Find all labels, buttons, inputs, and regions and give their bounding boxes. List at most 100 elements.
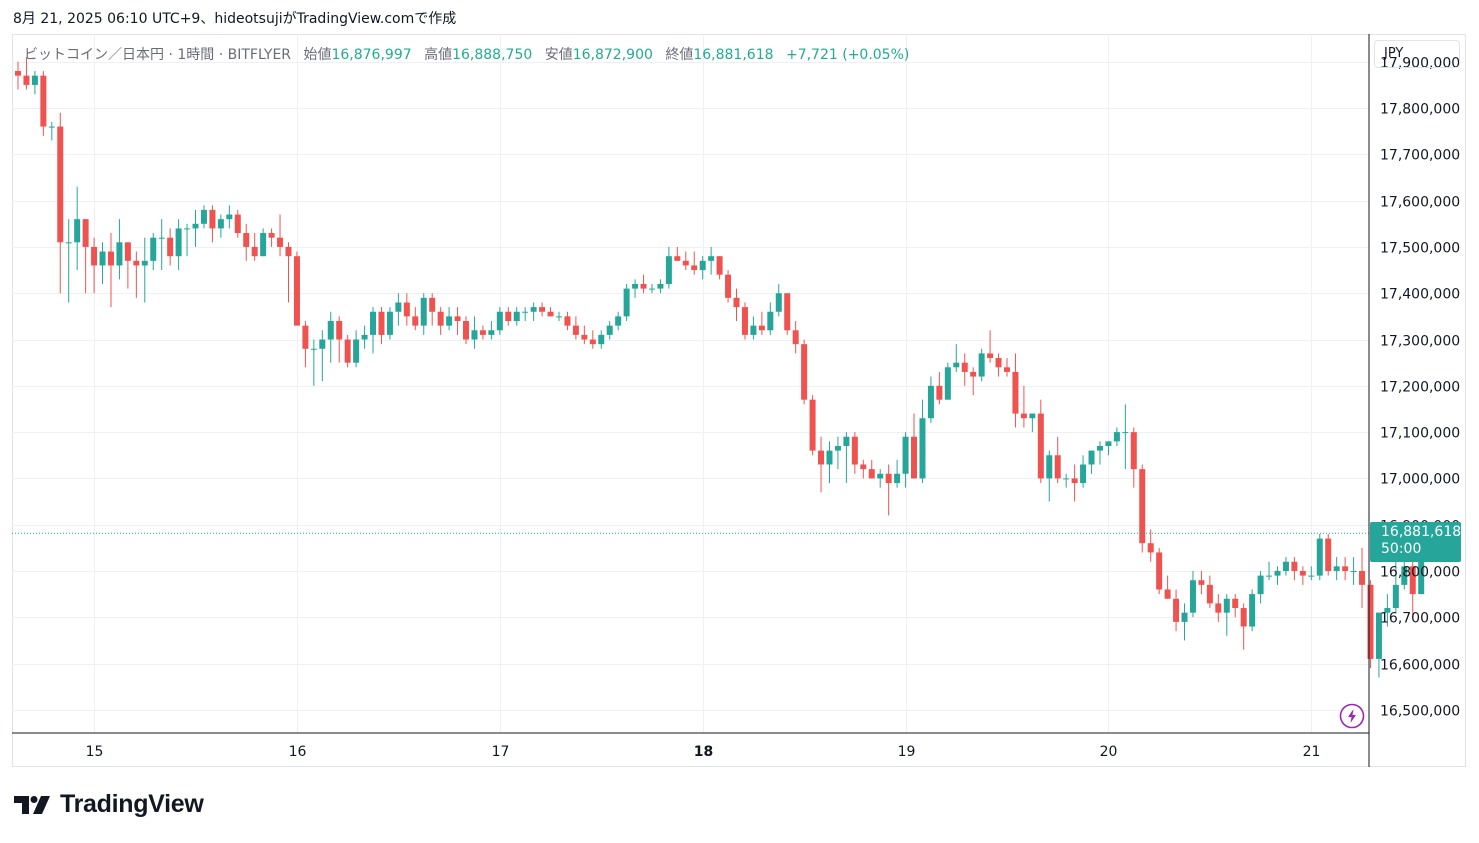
candle-up [1282, 557, 1289, 576]
candle-down [564, 311, 571, 331]
currency-button[interactable]: JPY [1374, 40, 1460, 68]
candle-body [251, 246, 258, 257]
candle-body [1198, 580, 1205, 585]
candle-body [1316, 538, 1323, 576]
candle-body [1181, 612, 1188, 622]
price-tick-label: 17,000,000 [1380, 472, 1460, 488]
candle-down [1325, 533, 1332, 576]
candle-body [479, 330, 486, 335]
candle-down [1367, 580, 1374, 669]
candle-body [1342, 566, 1349, 571]
candle-body [488, 330, 495, 335]
candle-up [606, 321, 613, 340]
candle-down [1198, 570, 1205, 595]
candle-up [74, 186, 81, 271]
candle-down [344, 334, 351, 368]
candle-body [15, 71, 21, 76]
candle-body [1054, 455, 1061, 479]
time-axis-labels[interactable]: 15 16 17 18 19 20 21 [86, 744, 1321, 760]
price-axis-labels[interactable]: 16,500,000 16,600,000 16,700,000 16,800,000… [1380, 56, 1460, 720]
candle-down [1071, 464, 1078, 502]
candle-down [234, 209, 241, 238]
lightning-icon[interactable] [1339, 703, 1365, 729]
candle-down [885, 464, 892, 516]
tradingview-logo[interactable]: TradingView [14, 790, 204, 819]
candle-down [429, 293, 436, 326]
candle-body [1350, 570, 1357, 572]
candle-body [970, 371, 977, 377]
candle-down [124, 242, 131, 289]
candle-body [74, 219, 81, 243]
candle-body [293, 256, 300, 326]
candle-up [99, 242, 106, 284]
candle-up [1274, 566, 1281, 585]
candle-body [1156, 552, 1163, 590]
candle-body [1299, 570, 1306, 576]
time-tick-label: 16 [289, 744, 307, 760]
candle-body [395, 302, 402, 312]
candle-up [1088, 450, 1095, 474]
candle-down [741, 302, 748, 340]
candle-down [40, 71, 47, 136]
candle-body [209, 209, 216, 229]
candle-up [370, 307, 377, 354]
candle-up [623, 283, 630, 322]
legend-open-value: 16,876,997 [331, 47, 412, 63]
candle-down [784, 293, 791, 335]
candle-up [1080, 455, 1087, 488]
candle-body [1333, 566, 1340, 571]
candle-body [1291, 561, 1298, 571]
candle-down [547, 307, 554, 317]
candle-down [82, 219, 89, 294]
time-tick-label: 19 [898, 744, 916, 760]
candle-down [640, 274, 647, 294]
legend-high-value: 16,888,750 [452, 47, 533, 63]
candle-body [1122, 432, 1129, 434]
candle-up [1122, 404, 1129, 470]
candle-down [674, 246, 681, 261]
candle-body [691, 265, 698, 271]
candle-up [217, 214, 224, 238]
candle-up [488, 321, 495, 340]
price-tick-label: 16,600,000 [1380, 658, 1460, 674]
candle-down [716, 256, 723, 280]
candle-body [530, 307, 537, 312]
candle-down [987, 330, 994, 363]
candle-down [860, 459, 867, 479]
candle-down [572, 316, 579, 340]
candle-body [1266, 575, 1273, 577]
candle-body [640, 283, 647, 289]
price-tick-label: 16,500,000 [1380, 704, 1460, 720]
candle-up [386, 307, 393, 340]
candle-body [268, 233, 275, 238]
candle-body [1401, 566, 1408, 585]
candlestick-chart[interactable]: 16,500,000 16,600,000 16,700,000 16,800,000… [12, 34, 1466, 767]
candle-body [877, 473, 884, 479]
chart-frame [12, 34, 1466, 767]
candle-down [1359, 547, 1366, 609]
candle-up [843, 432, 850, 484]
candle-body [302, 325, 309, 349]
candle-body [370, 311, 377, 335]
candle-down [403, 293, 410, 326]
candle-up [598, 330, 605, 349]
candle-body [463, 321, 470, 340]
candle-up [978, 348, 985, 382]
price-tick-label: 17,600,000 [1380, 195, 1460, 211]
candle-up [826, 441, 833, 484]
candle-up [530, 302, 537, 322]
candle-body [48, 126, 55, 128]
candle-body [1113, 432, 1120, 442]
candle-up [1308, 566, 1315, 581]
candle-body [1029, 413, 1036, 419]
bar-countdown: 50:00 [1381, 541, 1422, 558]
candle-up [395, 293, 402, 326]
price-tick-label: 17,200,000 [1380, 380, 1460, 396]
candle-body [82, 219, 89, 247]
candle-up [1105, 441, 1112, 456]
candle-body [919, 418, 926, 479]
legend-symbol[interactable]: ビットコイン／日本円 · 1時間 · BITFLYER [24, 47, 292, 63]
candle-body [217, 219, 224, 229]
candle-body [1037, 413, 1044, 479]
candle-body [1308, 575, 1315, 577]
